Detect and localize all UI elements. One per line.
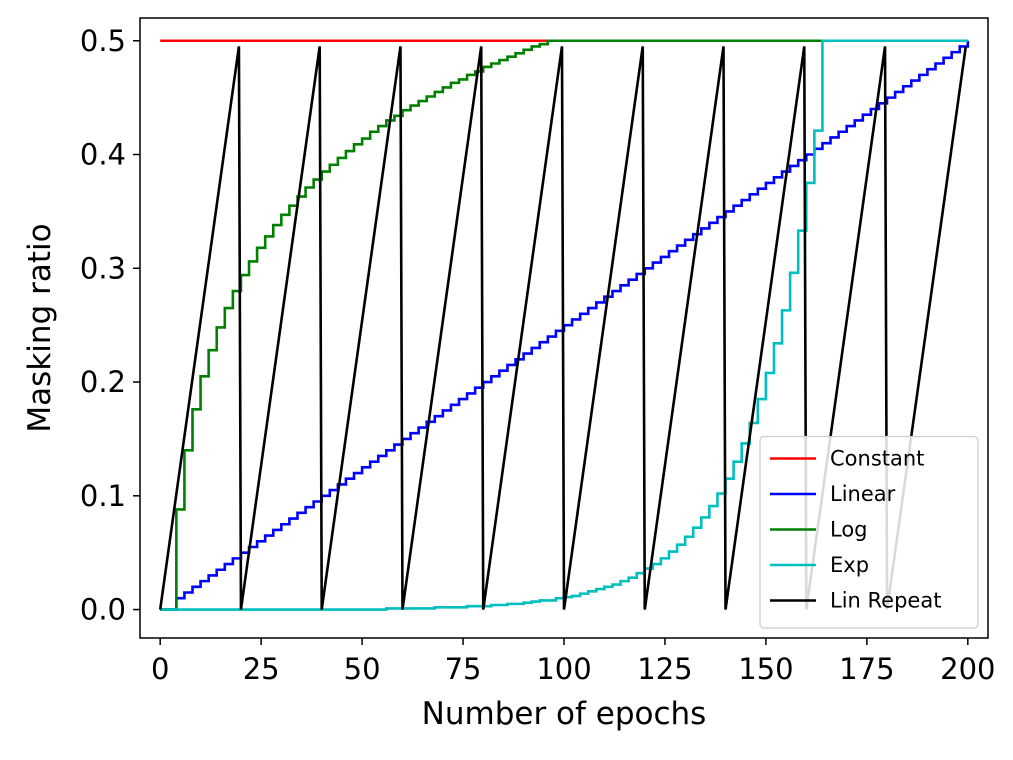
legend-label-linear: Linear	[830, 482, 896, 506]
x-tick-label: 200	[940, 652, 995, 686]
y-tick-label: 0.4	[80, 138, 126, 172]
x-tick-label: 75	[445, 652, 482, 686]
y-tick-label: 0.2	[80, 365, 126, 399]
x-tick-label: 150	[738, 652, 793, 686]
x-tick-label: 25	[243, 652, 280, 686]
legend-box	[759, 435, 979, 629]
legend-label-log: Log	[830, 518, 868, 542]
legend-label-constant: Constant	[830, 447, 924, 471]
legend-label-lin-repeat: Lin Repeat	[830, 589, 941, 613]
x-tick-label: 100	[536, 652, 591, 686]
y-tick-label: 0.1	[80, 479, 126, 513]
x-axis-label: Number of epochs	[422, 696, 707, 732]
legend-label-exp: Exp	[830, 553, 869, 577]
y-tick-label: 0.5	[80, 24, 126, 58]
legend: Constant Linear Log Exp Lin Repeat	[759, 435, 979, 629]
x-tick-label: 125	[637, 652, 692, 686]
x-tick-label: 50	[344, 652, 381, 686]
series-line-log	[160, 39, 968, 611]
series-line-exp	[160, 39, 968, 611]
y-tick-label: 0.3	[80, 251, 126, 285]
y-axis: 0.0 0.1 0.2 0.3 0.4 0.5	[80, 24, 140, 627]
plot-area	[158, 39, 970, 611]
x-axis: 0 25 50 75 100 125 150 175 200	[151, 638, 995, 686]
series-line-linear	[160, 40, 970, 611]
x-tick-label: 175	[839, 652, 894, 686]
y-axis-label: Masking ratio	[22, 223, 58, 432]
x-tick-label: 0	[151, 652, 169, 686]
y-tick-label: 0.0	[80, 593, 126, 627]
